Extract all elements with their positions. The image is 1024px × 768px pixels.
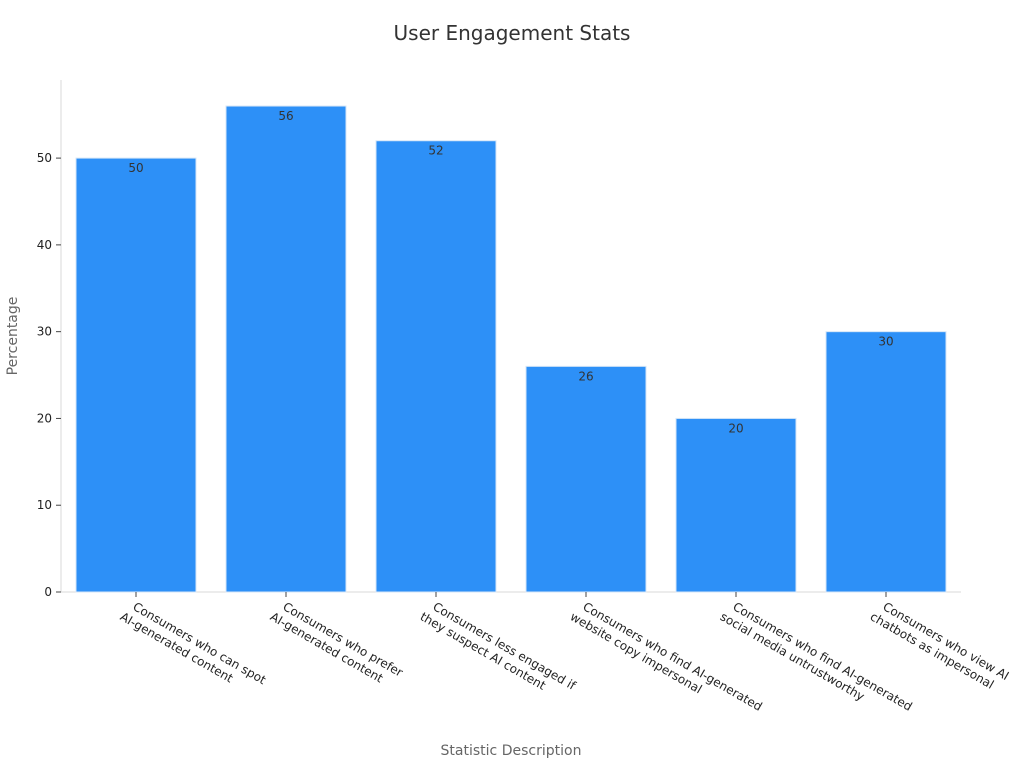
y-tick-labels: 0 10 20 30 40 50: [37, 151, 61, 599]
x-tick-label-line: Consumers who view AI: [881, 599, 1012, 683]
y-tick-label: 20: [37, 411, 52, 425]
bar-value-label: 20: [728, 421, 743, 435]
x-axis-title: Statistic Description: [441, 743, 582, 759]
bar-value-label: 30: [878, 335, 893, 349]
bar: [75, 157, 197, 593]
bar-value-label: 26: [578, 369, 593, 383]
x-tick-label-line: Consumers less engaged if: [431, 599, 579, 693]
bar: [225, 105, 347, 593]
bar: [375, 140, 497, 593]
bar-value-label: 50: [128, 161, 143, 175]
bar: [675, 417, 797, 593]
bars: [75, 105, 947, 593]
bar: [825, 331, 947, 593]
y-tick-label: 0: [44, 585, 52, 599]
y-tick-label: 10: [37, 498, 52, 512]
bar-value-label: 56: [278, 109, 293, 123]
axes: [60, 80, 961, 593]
chart-title: User Engagement Stats: [394, 21, 631, 45]
data-labels: 50 56 52 26 20 30: [128, 109, 893, 435]
y-axis-title: Percentage: [5, 297, 21, 376]
bar-value-label: 52: [428, 144, 443, 158]
y-tick-label: 30: [37, 325, 52, 339]
bar: [525, 365, 647, 593]
x-tick-label-line: website copy impersonal: [568, 609, 705, 696]
y-tick-label: 40: [37, 238, 52, 252]
x-tick-label-line: Consumers who can spot: [131, 599, 269, 687]
y-tick-label: 50: [37, 151, 52, 165]
